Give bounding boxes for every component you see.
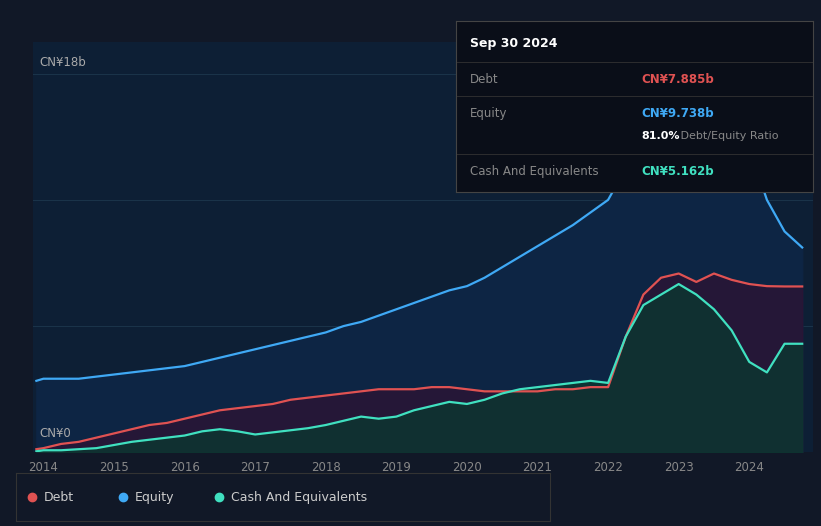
Text: Debt: Debt — [44, 491, 74, 503]
Text: Equity: Equity — [135, 491, 174, 503]
Text: Cash And Equivalents: Cash And Equivalents — [470, 165, 599, 178]
Text: CN¥18b: CN¥18b — [39, 56, 86, 69]
Text: CN¥0: CN¥0 — [39, 427, 71, 440]
Text: Equity: Equity — [470, 107, 507, 120]
Text: CN¥5.162b: CN¥5.162b — [641, 165, 714, 178]
Text: Debt/Equity Ratio: Debt/Equity Ratio — [677, 130, 778, 140]
Text: Sep 30 2024: Sep 30 2024 — [470, 37, 557, 50]
Text: 81.0%: 81.0% — [641, 130, 680, 140]
Text: Debt: Debt — [470, 73, 498, 86]
Text: CN¥9.738b: CN¥9.738b — [641, 107, 714, 120]
Text: Cash And Equivalents: Cash And Equivalents — [231, 491, 367, 503]
Text: CN¥7.885b: CN¥7.885b — [641, 73, 714, 86]
